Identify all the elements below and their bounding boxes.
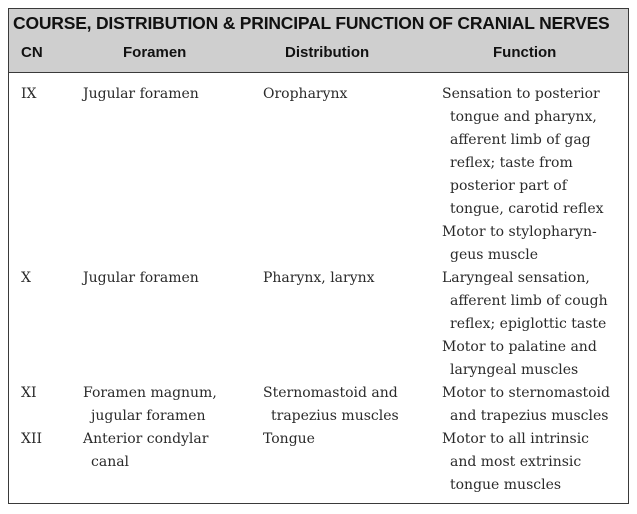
row-x-function-line-2: afferent limb of cough	[450, 293, 608, 309]
row-ix-distribution-line-1: Oropharynx	[263, 86, 348, 102]
column-header-distribution: Distribution	[285, 44, 370, 61]
row-ix-function-line-3: afferent limb of gag	[450, 132, 591, 148]
row-xi-distribution-line-1: Sternomastoid and	[263, 385, 398, 401]
row-xii-distribution: Tongue	[263, 428, 315, 451]
row-xi-foramen-line-2: jugular foramen	[91, 408, 206, 424]
column-header-function: Function	[493, 44, 557, 61]
row-xi-cn: XI	[21, 385, 37, 401]
row-x-cn: X	[21, 270, 31, 286]
row-ix-function-line-8: geus muscle	[450, 247, 538, 263]
row-ix-cn: IX	[21, 86, 37, 102]
row-x-distribution-line-1: Pharynx, larynx	[263, 270, 375, 286]
row-ix-function-line-5: posterior part of	[450, 178, 567, 194]
row-ix-function-line-4: reflex; taste from	[450, 155, 573, 171]
row-xii-function-line-3: tongue muscles	[450, 477, 562, 493]
column-header-foramen: Foramen	[123, 44, 187, 61]
row-x-distribution: Pharynx, larynx	[263, 267, 375, 290]
row-x-function: Laryngeal sensation, afferent limb of co…	[442, 267, 608, 382]
row-ix-function-line-1: Sensation to posterior	[442, 86, 600, 102]
row-xii-function-line-1: Motor to all intrinsic	[442, 431, 590, 447]
row-x-function-line-5: laryngeal muscles	[450, 362, 579, 378]
row-x-foramen: Jugular foramen	[83, 267, 199, 290]
row-xi-foramen-line-1: Foramen magnum,	[83, 385, 217, 401]
row-xi-function-line-2: and trapezius muscles	[450, 408, 609, 424]
row-xii-function-line-2: and most extrinsic	[450, 454, 582, 470]
table-header: COURSE, DISTRIBUTION & PRINCIPAL FUNCTIO…	[9, 9, 628, 73]
row-xii-function: Motor to all intrinsic and most extrinsi…	[442, 428, 589, 497]
cranial-nerves-table: COURSE, DISTRIBUTION & PRINCIPAL FUNCTIO…	[8, 8, 629, 504]
row-x-function-line-4: Motor to palatine and	[442, 339, 597, 355]
row-xi-distribution-line-2: trapezius muscles	[271, 408, 399, 424]
row-xii-cn: XII	[21, 431, 43, 447]
row-ix-function-line-6: tongue, carotid reflex	[450, 201, 604, 217]
row-xii-foramen: Anterior condylar canal	[83, 428, 208, 474]
row-xii-distribution-line-1: Tongue	[263, 431, 315, 447]
row-ix-foramen-line-1: Jugular foramen	[83, 86, 199, 102]
row-xi-distribution: Sternomastoid and trapezius muscles	[263, 382, 399, 428]
row-ix-function-line-2: tongue and pharynx,	[450, 109, 597, 125]
row-xii-foramen-line-2: canal	[91, 454, 130, 470]
row-xi-function-line-1: Motor to sternomastoid	[442, 385, 610, 401]
row-ix-distribution: Oropharynx	[263, 83, 347, 106]
column-header-cn: CN	[21, 44, 43, 61]
row-ix-foramen: Jugular foramen	[83, 83, 199, 106]
row-x-foramen-line-1: Jugular foramen	[83, 270, 199, 286]
table-title: COURSE, DISTRIBUTION & PRINCIPAL FUNCTIO…	[13, 13, 610, 33]
row-xi-foramen: Foramen magnum, jugular foramen	[83, 382, 217, 428]
row-x-function-line-3: reflex; epiglottic taste	[450, 316, 607, 332]
row-ix-function-line-7: Motor to stylopharyn-	[442, 224, 597, 240]
row-xi-function: Motor to sternomastoid and trapezius mus…	[442, 382, 610, 428]
row-xii-foramen-line-1: Anterior condylar	[83, 431, 209, 447]
row-x-function-line-1: Laryngeal sensation,	[442, 270, 590, 286]
row-ix-function: Sensation to posterior tongue and pharyn…	[442, 83, 604, 267]
